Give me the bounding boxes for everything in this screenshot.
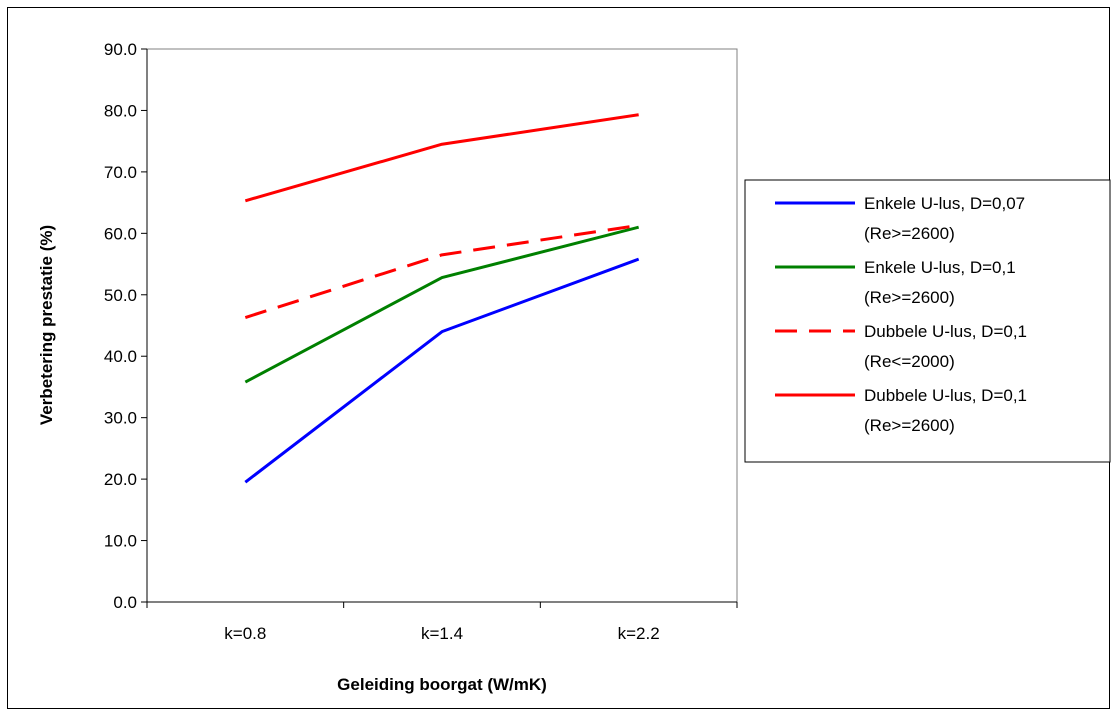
- series-line-2: [244, 225, 640, 384]
- axes: 0.0 10.0 20.0 30.0 40.0 50.0 60.0 70.0 80.0 90.0 k…: [104, 40, 738, 643]
- y-tick-label: 10.0: [104, 532, 137, 551]
- legend-label: Dubbele U-lus, D=0,1: [864, 386, 1027, 405]
- y-tick-label: 60.0: [104, 224, 137, 243]
- y-tick-label: 90.0: [104, 40, 137, 59]
- y-axis-title: Verbetering prestatie (%): [37, 225, 56, 425]
- legend-box: [744, 179, 1111, 463]
- plot-area-frame: [146, 48, 738, 603]
- plot-area: [146, 48, 738, 603]
- legend: Enkele U-lus, D=0,07 (Re>=2600) Enkele U-l…: [744, 179, 1111, 463]
- series-group: [244, 113, 640, 484]
- y-tick-label: 30.0: [104, 409, 137, 428]
- y-tick-label: 0.0: [113, 593, 137, 612]
- y-tick-label: 40.0: [104, 347, 137, 366]
- series-line-3: [244, 223, 639, 319]
- legend-label-sub: (Re>=2600): [864, 416, 955, 435]
- legend-label: Dubbele U-lus, D=0,1: [864, 322, 1027, 341]
- legend-label: Enkele U-lus, D=0,1: [864, 258, 1016, 277]
- x-tick-label: k=2.2: [618, 624, 660, 643]
- y-tick-label: 50.0: [104, 286, 137, 305]
- y-tick-label: 20.0: [104, 470, 137, 489]
- x-tick-label: k=1.4: [421, 624, 463, 643]
- legend-label: Enkele U-lus, D=0,07: [864, 194, 1025, 213]
- series-line-4: [244, 113, 639, 203]
- legend-label-sub: (Re>=2600): [864, 288, 955, 307]
- series-line-1: [244, 257, 640, 484]
- y-tick-label: 80.0: [104, 101, 137, 120]
- x-tick-label: k=0.8: [224, 624, 266, 643]
- legend-label-sub: (Re<=2000): [864, 352, 955, 371]
- legend-label-sub: (Re>=2600): [864, 224, 955, 243]
- y-tick-label: 70.0: [104, 163, 137, 182]
- x-axis-title: Geleiding boorgat (W/mK): [337, 675, 547, 694]
